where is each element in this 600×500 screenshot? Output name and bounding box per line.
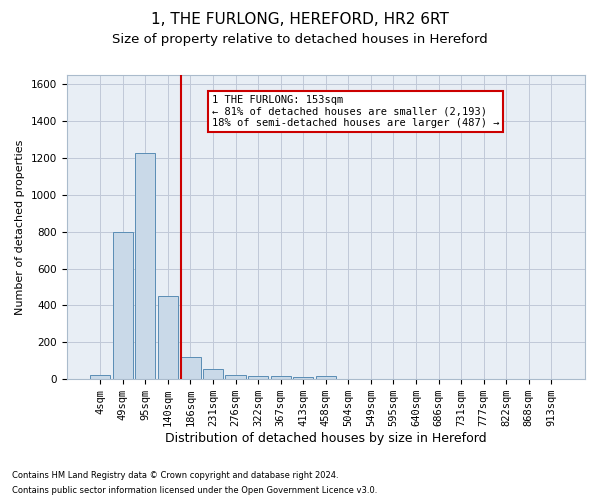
Bar xyxy=(181,357,200,379)
Text: 1 THE FURLONG: 153sqm
← 81% of detached houses are smaller (2,193)
18% of semi-d: 1 THE FURLONG: 153sqm ← 81% of detached … xyxy=(212,95,499,128)
Bar xyxy=(135,154,155,379)
Bar xyxy=(248,376,268,379)
Bar xyxy=(271,376,291,379)
Text: Contains public sector information licensed under the Open Government Licence v3: Contains public sector information licen… xyxy=(12,486,377,495)
Bar xyxy=(226,374,246,379)
Text: Size of property relative to detached houses in Hereford: Size of property relative to detached ho… xyxy=(112,32,488,46)
Bar xyxy=(203,369,223,379)
Y-axis label: Number of detached properties: Number of detached properties xyxy=(15,140,25,315)
Text: Contains HM Land Registry data © Crown copyright and database right 2024.: Contains HM Land Registry data © Crown c… xyxy=(12,471,338,480)
Text: 1, THE FURLONG, HEREFORD, HR2 6RT: 1, THE FURLONG, HEREFORD, HR2 6RT xyxy=(151,12,449,28)
X-axis label: Distribution of detached houses by size in Hereford: Distribution of detached houses by size … xyxy=(165,432,487,445)
Bar xyxy=(293,378,313,379)
Bar xyxy=(90,374,110,379)
Bar xyxy=(316,376,336,379)
Bar xyxy=(158,296,178,379)
Bar xyxy=(113,232,133,379)
